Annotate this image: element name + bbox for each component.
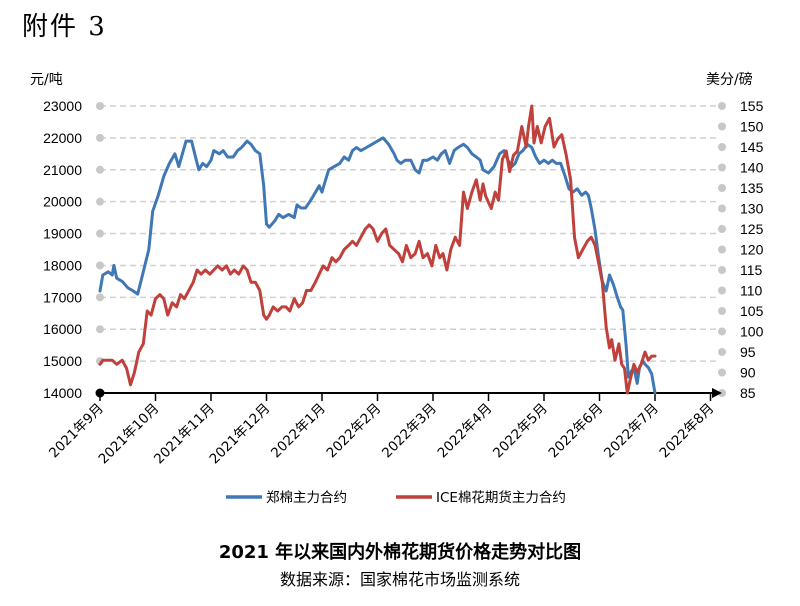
right-tick-dot [718, 163, 726, 172]
right-tick-label: 115 [740, 262, 763, 278]
chart-title: 2021 年以来国内外棉花期货价格走势对比图 [218, 542, 582, 563]
legend-label: ICE棉花期货主力合约 [436, 489, 566, 506]
right-tick-label: 155 [740, 98, 764, 114]
x-tick-label: 2022年6月 [546, 401, 607, 462]
left-tick-dot [96, 325, 104, 334]
x-tick-label: 2022年2月 [324, 401, 385, 462]
left-tick-label: 16000 [43, 321, 82, 337]
right-tick-dot [718, 245, 726, 254]
y-right-axis-label: 美分/磅 [706, 71, 753, 88]
right-tick-label: 100 [740, 324, 764, 340]
right-tick-label: 135 [740, 180, 764, 196]
x-tick-label: 2022年8月 [657, 401, 718, 462]
right-axis-ticks: 155 150 145 140 135 130 125 120 115 110 105 100 95 90… [718, 98, 764, 401]
right-tick-dot [718, 368, 726, 377]
left-tick-label: 22000 [43, 130, 82, 146]
right-tick-label: 130 [740, 201, 764, 217]
x-tick-label: 2022年3月 [379, 401, 440, 462]
right-tick-dot [718, 266, 726, 274]
right-tick-dot [718, 122, 726, 131]
right-tick-label: 120 [740, 242, 764, 258]
x-tick-label: 2022年7月 [601, 401, 662, 462]
right-tick-label: 110 [740, 283, 763, 299]
right-tick-label: 140 [740, 160, 764, 176]
x-tick-label: 2022年4月 [435, 401, 496, 462]
ice-cotton-line [98, 104, 657, 395]
right-tick-dot [718, 102, 726, 110]
legend-label: 郑棉主力合约 [266, 490, 347, 506]
right-tick-dot [718, 184, 726, 192]
right-tick-dot [718, 143, 726, 151]
left-tick-label: 20000 [43, 194, 82, 210]
axes [95, 388, 722, 398]
left-tick-label: 23000 [43, 98, 82, 114]
right-tick-dot [718, 307, 726, 315]
x-tick-label: 2021年9月 [46, 401, 107, 462]
x-axis-ticks: 2021年9月2021年10月2021年11月2021年12月2022年1月20… [46, 393, 717, 467]
right-tick-label: 95 [740, 344, 756, 360]
zce-cotton-line [98, 136, 657, 395]
left-tick-label: 21000 [43, 162, 82, 178]
left-axis-ticks: 23000 22000 21000 20000 19000 18000 17000 16000… [43, 98, 104, 401]
left-tick-dot [96, 261, 104, 270]
right-tick-label: 90 [740, 365, 756, 381]
right-tick-dot [718, 225, 726, 233]
data-source: 数据来源：国家棉花市场监测系统 [279, 570, 520, 589]
left-tick-label: 14000 [43, 385, 82, 401]
legend: 郑棉主力合约 ICE棉花期货主力合约 [226, 489, 566, 506]
right-tick-label: 105 [740, 303, 764, 319]
right-tick-dot [718, 327, 726, 336]
x-axis-arrow-icon [712, 388, 722, 398]
right-tick-label: 150 [740, 119, 764, 135]
right-tick-label: 125 [740, 221, 764, 237]
left-tick-label: 15000 [43, 353, 82, 369]
left-tick-dot [96, 102, 104, 110]
left-tick-dot [96, 165, 104, 174]
left-tick-label: 18000 [43, 257, 82, 273]
left-tick-dot [96, 293, 104, 302]
right-tick-dot [718, 204, 726, 213]
left-tick-label: 17000 [43, 289, 82, 305]
right-tick-label: 145 [740, 139, 764, 155]
x-tick-label: 2022年1月 [268, 401, 329, 462]
price-comparison-chart: 23000 22000 21000 20000 19000 18000 17000 16000… [30, 71, 764, 506]
left-tick-dot [96, 133, 104, 142]
left-tick-dot [96, 197, 104, 206]
attachment-label: 附件 3 [22, 12, 107, 42]
left-tick-label: 19000 [43, 226, 82, 242]
left-tick-dot [96, 229, 104, 238]
x-tick-label: 2022年5月 [490, 401, 551, 462]
series-lines [98, 104, 657, 395]
right-tick-dot [718, 348, 726, 356]
right-tick-dot [718, 286, 726, 295]
y-left-axis-label: 元/吨 [30, 72, 63, 88]
right-tick-label: 85 [740, 385, 756, 401]
